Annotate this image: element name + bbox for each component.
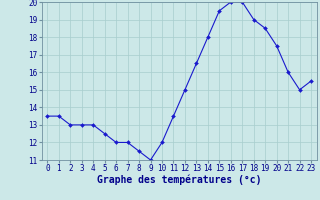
X-axis label: Graphe des températures (°c): Graphe des températures (°c) [97,175,261,185]
